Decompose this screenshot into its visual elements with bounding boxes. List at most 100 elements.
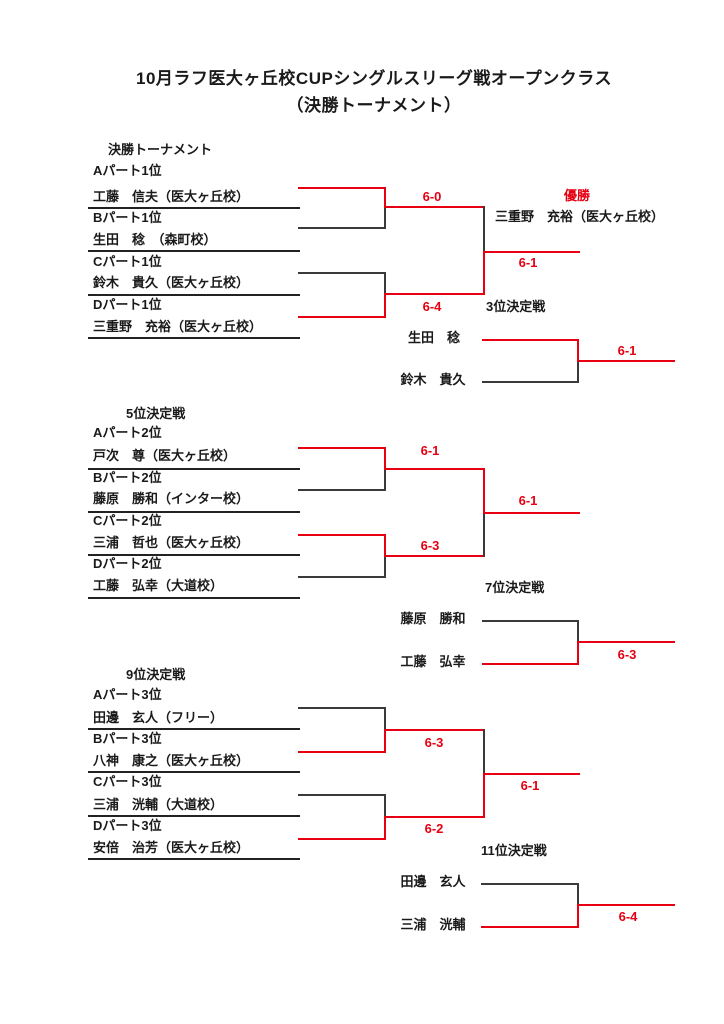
- s2-player-a: 戸次 尊（医大ヶ丘校）: [93, 448, 237, 463]
- section1-header: 決勝トーナメント: [108, 142, 213, 157]
- eleventh-place-winner-line: [577, 904, 675, 906]
- s1-semi-bottom-winner-line: [384, 293, 484, 295]
- third-place-join-top: [577, 339, 579, 362]
- eleventh-place-line-bottom: [481, 926, 578, 928]
- s2-join-cd-top: [384, 534, 386, 557]
- s2-player-d: 工藤 弘幸（大道校）: [93, 578, 224, 593]
- eleventh-place-title: 11位決定戦: [481, 843, 547, 858]
- s1-line-player-b: [298, 227, 386, 229]
- s3-underline-d: [88, 858, 300, 860]
- s1-join-ab-top: [384, 187, 386, 208]
- third-place-winner-line: [577, 360, 675, 362]
- page-title: 10月ラフ医大ヶ丘校CUPシングルスリーグ戦オープンクラス: [136, 69, 612, 88]
- s3-player-d: 安倍 治芳（医大ヶ丘校）: [93, 840, 250, 855]
- s2-join-cd-bottom: [384, 555, 386, 578]
- s3-seed-b: Bパート3位: [93, 731, 162, 746]
- seventh-place-player-bottom: 工藤 弘幸: [400, 654, 466, 669]
- third-place-player-bottom: 鈴木 貴久: [400, 372, 466, 387]
- s3-player-a: 田邊 玄人（フリー）: [93, 710, 224, 725]
- eleventh-place-player-top: 田邊 玄人: [400, 874, 466, 889]
- s3-join-ab-top: [384, 707, 386, 730]
- s1-seed-b: Bパート1位: [93, 210, 162, 225]
- s1-seed-c: Cパート1位: [93, 254, 162, 269]
- s2-player-c: 三浦 哲也（医大ヶ丘校）: [93, 535, 250, 550]
- third-place-line-top: [482, 339, 578, 341]
- s3-seed-c: Cパート3位: [93, 774, 162, 789]
- seventh-place-join-top: [577, 620, 579, 643]
- third-place-title: 3位決定戦: [486, 299, 546, 314]
- third-place-score: 6-1: [617, 343, 637, 358]
- s3-line-player-c: [298, 794, 386, 796]
- s3-underline-b: [88, 771, 300, 773]
- s1-semi-top-winner-line: [384, 206, 484, 208]
- seventh-place-player-top: 藤原 勝和: [400, 611, 466, 626]
- eleventh-place-score: 6-4: [618, 909, 638, 924]
- s1-join-cd-bottom: [384, 293, 386, 318]
- s3-semi-bottom-winner-line: [384, 816, 484, 818]
- s2-seed-b: Bパート2位: [93, 470, 162, 485]
- s1-player-b: 生田 稔 （森町校）: [93, 232, 217, 247]
- s3-seed-d: Dパート3位: [93, 818, 162, 833]
- s1-score-final: 6-1: [518, 255, 538, 270]
- s3-score-semi-bottom: 6-2: [424, 821, 444, 836]
- s2-seed-a: Aパート2位: [93, 425, 162, 440]
- seventh-place-winner-line: [577, 641, 675, 643]
- s2-player-b: 藤原 勝和（インター校）: [93, 491, 250, 506]
- s2-join-ab-top: [384, 447, 386, 469]
- s2-final-join-bottom: [483, 512, 485, 557]
- s2-line-player-b: [298, 489, 386, 491]
- third-place-line-bottom: [482, 381, 578, 383]
- page-subtitle: （決勝トーナメント）: [286, 96, 462, 115]
- s1-line-player-a: [298, 187, 386, 189]
- s3-score-final: 6-1: [520, 778, 540, 793]
- s1-line-player-d: [298, 316, 386, 318]
- s2-line-player-d: [298, 576, 386, 578]
- eleventh-place-join-bottom: [577, 904, 579, 928]
- eleventh-place-line-top: [481, 883, 578, 885]
- s1-underline-c: [88, 294, 300, 296]
- s2-score-semi-top: 6-1: [420, 443, 440, 458]
- seventh-place-score: 6-3: [617, 647, 637, 662]
- seventh-place-title: 7位決定戦: [485, 580, 545, 595]
- s3-final-join-bottom: [483, 773, 485, 818]
- s2-final-join-top: [483, 468, 485, 514]
- section3-header: 9位決定戦: [126, 667, 186, 682]
- s2-semi-bottom-winner-line: [384, 555, 484, 557]
- s2-seed-d: Dパート2位: [93, 556, 162, 571]
- s2-join-ab-bottom: [384, 468, 386, 491]
- eleventh-place-join-top: [577, 883, 579, 906]
- s1-final-winner-line: [483, 251, 580, 253]
- s1-underline-b: [88, 250, 300, 252]
- s1-join-ab-bottom: [384, 207, 386, 229]
- s3-semi-top-winner-line: [384, 729, 484, 731]
- s1-underline-a: [88, 207, 300, 209]
- section2-header: 5位決定戦: [126, 406, 186, 421]
- s1-score-semi-top: 6-0: [422, 189, 442, 204]
- third-place-player-top: 生田 稔: [407, 330, 461, 345]
- s3-join-cd-bottom: [384, 816, 386, 840]
- s2-score-final: 6-1: [518, 493, 538, 508]
- seventh-place-line-bottom: [482, 663, 578, 665]
- s3-underline-c: [88, 815, 300, 817]
- s2-underline-c: [88, 554, 300, 556]
- s1-player-d: 三重野 充裕（医大ヶ丘校）: [93, 319, 263, 334]
- s3-final-winner-line: [483, 773, 580, 775]
- s3-final-join-top: [483, 729, 485, 775]
- s2-final-winner-line: [483, 512, 580, 514]
- s2-line-player-c: [298, 534, 386, 536]
- s1-player-a: 工藤 信夫（医大ヶ丘校）: [93, 189, 250, 204]
- s3-line-player-b: [298, 751, 386, 753]
- s1-line-player-c: [298, 272, 386, 274]
- champion-name: 三重野 充裕（医大ヶ丘校）: [495, 209, 665, 224]
- s2-line-player-a: [298, 447, 386, 449]
- champion-label: 優勝: [563, 188, 591, 203]
- s2-underline-d: [88, 597, 300, 599]
- s1-final-join-top: [483, 206, 485, 252]
- s1-seed-d: Dパート1位: [93, 297, 162, 312]
- s3-score-semi-top: 6-3: [424, 735, 444, 750]
- third-place-join-bottom: [577, 360, 579, 383]
- s3-line-player-a: [298, 707, 386, 709]
- s2-underline-a: [88, 468, 300, 470]
- seventh-place-line-top: [482, 620, 578, 622]
